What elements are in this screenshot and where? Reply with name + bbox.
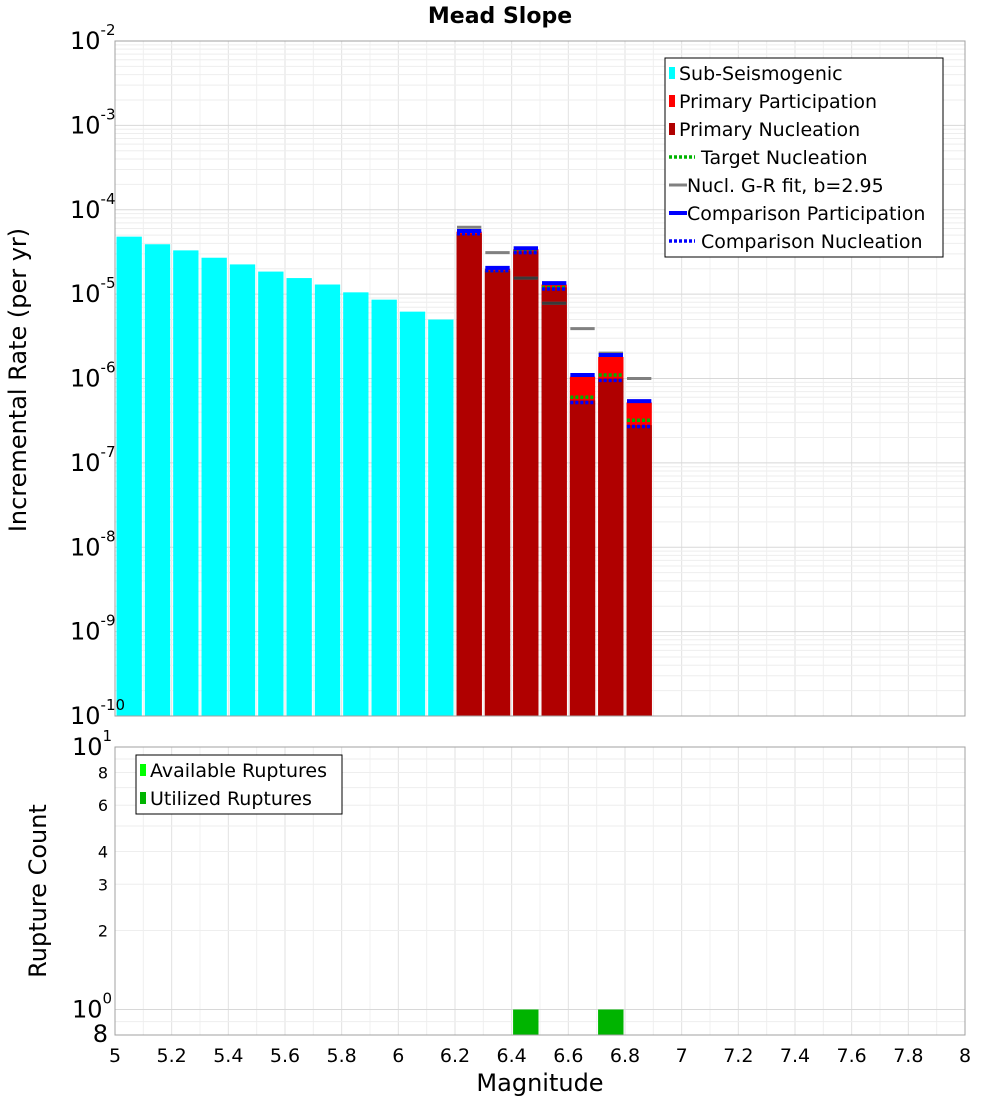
x-tick-label: 7 [676,1045,688,1067]
top-plot-frame [114,40,966,717]
top-y-tick-label: 10-9 [70,612,116,646]
x-tick-label: 6.4 [497,1045,527,1067]
legend-swatch [140,792,146,804]
sub-seismogenic-bar [116,236,142,716]
sub-seismogenic-bar [371,299,397,716]
top-y-tick-label: 10-6 [70,359,116,393]
sub-seismogenic-bar [144,244,171,717]
top-y-tick-label: 10-8 [70,527,116,561]
bottom-y-minor-tick-label: 6 [98,796,108,815]
primary-nucleation-bar [456,233,482,716]
x-tick-label: 5.8 [327,1045,357,1067]
legend-swatch [669,95,675,107]
legend-entry-label: Comparison Nucleation [701,231,923,253]
primary-nucleation-bar [513,251,539,716]
top-y-tick-labels: 10-2 10-3 10-4 10-5 10-6 10-7 10-8 10-9 10-10 [70,21,125,730]
sub-seismogenic-bar [343,292,369,716]
x-tick-label: 7.6 [837,1045,867,1067]
top-legend: Sub-Seismogenic Primary Participation Prim… [664,57,944,258]
x-tick-label: 5.4 [213,1045,243,1067]
legend-entry-label: Target Nucleation [700,147,868,169]
primary-nucleation-bar [626,425,652,716]
bottom-y-major-tick-label: 100 [72,990,112,1024]
x-tick-label: 6 [392,1045,404,1067]
sub-seismogenic-bar [173,250,199,717]
sub-seismogenic-bar [258,271,284,716]
top-marks [457,225,652,429]
top-y-tick-label: 10-3 [70,105,116,139]
bottom-y-minor-tick-label: 3 [98,875,108,894]
x-tick-label: 5 [109,1045,121,1067]
x-tick-label: 7.8 [893,1045,923,1067]
top-y-axis-label: Incremental Rate (per yr) [4,228,32,532]
top-y-tick-label: 10-5 [70,274,116,308]
legend-entry-label: Primary Nucleation [679,119,860,141]
bottom-y-axis-label: Rupture Count [24,804,52,978]
bottom-legend: Available Ruptures Utilized Ruptures [135,754,343,815]
legend-entry-label: Nucl. G-R fit, b=2.95 [687,175,884,197]
utilized-ruptures-bar [598,1009,624,1035]
bottom-y-minor-tick-label: 8 [93,1020,108,1048]
top-y-tick-label: 10-4 [70,190,116,224]
x-tick-label: 5.2 [157,1045,187,1067]
sub-seismogenic-bar [229,264,256,716]
legend-swatch [669,123,675,135]
x-tick-labels: 5 5.2 5.4 5.6 5.8 6 6.2 6.4 6.6 6.8 7 7.2 7.4 7.6 7.8 8 [109,1045,971,1067]
top-y-tick-label: 10-7 [70,443,116,477]
sub-seismogenic-bar [428,319,454,716]
top-legend-box [664,57,944,258]
utilized-ruptures-bar [513,1009,539,1035]
legend-entry-label: Available Ruptures [150,760,327,782]
x-tick-label: 5.6 [270,1045,300,1067]
primary-nucleation-bar [569,400,596,716]
legend-swatch [140,764,146,776]
primary-nucleation-bar [541,287,567,716]
x-tick-label: 6.8 [610,1045,640,1067]
bottom-y-minor-tick-label: 8 [98,763,108,782]
legend-entry-label: Sub-Seismogenic [679,63,843,85]
x-axis-label: Magnitude [476,1069,603,1097]
x-tick-label: 7.4 [780,1045,810,1067]
sub-seismogenic-bar [399,311,426,716]
x-tick-label: 8 [959,1045,971,1067]
sub-seismogenic-bar [201,257,227,716]
bottom-plot-frame [114,746,966,1036]
bottom-legend-box [135,754,343,815]
bottom-bars [513,1009,624,1035]
x-tick-label: 6.2 [440,1045,470,1067]
bottom-y-minor-tick-label: 4 [98,842,108,861]
top-y-tick-label: 10-2 [70,21,116,55]
legend-swatch [669,67,675,79]
sub-seismogenic-bar [286,278,312,716]
chart-title: Mead Slope [428,4,572,29]
primary-nucleation-bar [484,270,511,716]
legend-entry-label: Comparison Participation [687,203,925,225]
bottom-y-minor-tick-label: 2 [98,922,108,941]
legend-entry-label: Utilized Ruptures [150,788,312,810]
x-tick-label: 6.6 [553,1045,583,1067]
primary-nucleation-bar [598,378,624,716]
top-bars [116,231,652,717]
legend-entry-label: Primary Participation [679,91,877,113]
sub-seismogenic-bar [314,284,341,716]
top-y-tick-label: 10-10 [70,696,125,730]
x-tick-label: 7.2 [723,1045,753,1067]
bottom-y-major-tick-label: 101 [72,727,112,761]
